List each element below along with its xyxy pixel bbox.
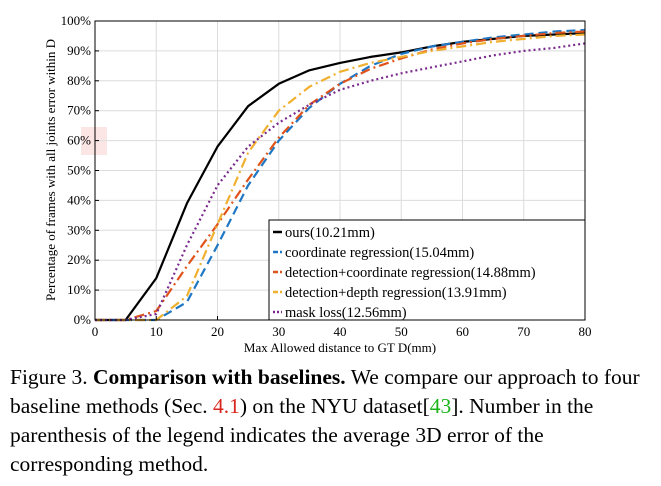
x-tick-label: 10 bbox=[150, 324, 163, 339]
caption-text-3: ]. Number in the parenthesis of the lege… bbox=[10, 394, 594, 476]
y-tick-label: 60% bbox=[67, 133, 91, 148]
caption-text-2: ) on the NYU dataset[ bbox=[239, 394, 430, 418]
legend-label: detection+depth regression(13.91mm) bbox=[285, 285, 507, 301]
figure-caption: Figure 3. Comparison with baselines. We … bbox=[10, 363, 655, 479]
axis-ticks: 0 10 20 30 40 50 60 70 80 0% 10% 20% 30% 40% 50% 60% 70%… bbox=[61, 13, 592, 339]
y-tick-label: 0% bbox=[74, 312, 92, 327]
x-tick-label: 20 bbox=[211, 324, 224, 339]
y-tick-label: 90% bbox=[67, 43, 91, 58]
y-tick-label: 30% bbox=[67, 222, 91, 237]
y-tick-label: 10% bbox=[67, 282, 91, 297]
legend-label: ours(10.21mm) bbox=[285, 225, 375, 241]
y-tick-label: 100% bbox=[61, 13, 92, 28]
caption-text-1: We compare our approach to four baseline… bbox=[10, 365, 640, 418]
series-line-2 bbox=[95, 28, 586, 322]
y-tick-label: 70% bbox=[67, 103, 91, 118]
caption-title: Comparison with baselines. bbox=[93, 365, 346, 389]
y-tick-label: 20% bbox=[67, 252, 91, 267]
legend-box bbox=[268, 219, 586, 321]
legend: ours(10.21mm) coordinate regression(15.04… bbox=[268, 219, 586, 321]
x-tick-label: 30 bbox=[272, 324, 285, 339]
x-axis-label: Max Allowed distance to GT D(mm) bbox=[244, 340, 436, 355]
legend-label: coordinate regression(15.04mm) bbox=[285, 245, 474, 261]
series-line-3 bbox=[95, 30, 586, 322]
series-line-4 bbox=[95, 33, 586, 322]
x-tick-label: 80 bbox=[579, 324, 592, 339]
x-tick-label: 50 bbox=[395, 324, 408, 339]
y-tick-label: 40% bbox=[67, 192, 91, 207]
x-tick-label: 60 bbox=[456, 324, 469, 339]
x-tick-label: 40 bbox=[334, 324, 347, 339]
x-tick-label: 70 bbox=[517, 324, 530, 339]
section-reference-link[interactable]: 4.1 bbox=[213, 394, 240, 418]
line-chart: 0 10 20 30 40 50 60 70 80 0% 10% 20% 30% 40% 50% 60% 70%… bbox=[43, 13, 592, 355]
citation-link[interactable]: 43 bbox=[429, 394, 452, 418]
x-tick-label: 0 bbox=[92, 324, 99, 339]
y-axis-label: Percentage of frames with all joints err… bbox=[43, 39, 58, 301]
y-tick-label: 50% bbox=[67, 163, 91, 178]
caption-prefix: Figure 3. bbox=[10, 365, 88, 389]
y-tick-label: 80% bbox=[67, 73, 91, 88]
series-lines bbox=[95, 28, 586, 322]
legend-label: detection+coordinate regression(14.88mm) bbox=[285, 265, 536, 281]
legend-label: mask loss(12.56mm) bbox=[285, 305, 407, 321]
